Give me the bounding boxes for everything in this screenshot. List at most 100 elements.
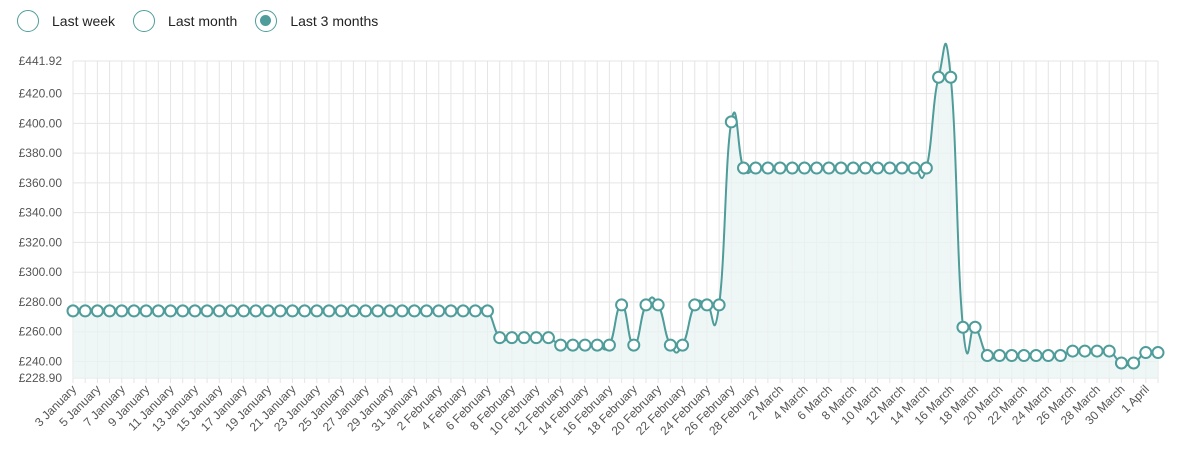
data-point xyxy=(529,331,543,345)
data-point xyxy=(968,320,982,334)
y-tick-label: £300.00 xyxy=(19,265,63,279)
y-tick-label: £360.00 xyxy=(19,176,63,190)
data-point xyxy=(871,161,885,175)
data-point xyxy=(224,304,238,318)
data-point xyxy=(334,304,348,318)
range-label-last-month: Last month xyxy=(168,13,238,29)
data-point xyxy=(249,304,263,318)
data-point xyxy=(468,304,482,318)
data-point xyxy=(566,338,580,352)
data-point xyxy=(554,338,568,352)
data-point xyxy=(1139,346,1153,360)
data-point xyxy=(944,70,958,84)
data-point xyxy=(176,304,190,318)
data-point xyxy=(407,304,421,318)
data-point xyxy=(151,304,165,318)
data-point xyxy=(785,161,799,175)
data-point xyxy=(1127,356,1141,370)
data-point xyxy=(737,161,751,175)
range-option-last-week[interactable]: Last week xyxy=(17,10,115,32)
data-point xyxy=(846,161,860,175)
range-label-last-3-months: Last 3 months xyxy=(290,13,379,29)
data-point xyxy=(883,161,897,175)
data-point xyxy=(164,304,178,318)
data-point xyxy=(700,298,714,312)
data-point xyxy=(676,338,690,352)
data-point xyxy=(919,161,933,175)
range-option-last-3-months[interactable]: Last 3 months xyxy=(255,10,378,32)
data-point xyxy=(103,304,117,318)
y-tick-label: £441.92 xyxy=(19,54,63,68)
y-tick-label: £280.00 xyxy=(19,295,63,309)
data-point xyxy=(188,304,202,318)
data-point xyxy=(127,304,141,318)
radio-last-week[interactable] xyxy=(17,10,39,32)
data-point xyxy=(724,115,738,129)
data-point xyxy=(590,338,604,352)
data-point xyxy=(444,304,458,318)
data-point xyxy=(956,320,970,334)
data-point xyxy=(895,161,909,175)
data-point xyxy=(773,161,787,175)
data-point xyxy=(200,304,214,318)
data-point xyxy=(810,161,824,175)
data-point xyxy=(749,161,763,175)
y-tick-label: £380.00 xyxy=(19,146,63,160)
data-point xyxy=(541,331,555,345)
data-point xyxy=(212,304,226,318)
data-point xyxy=(1041,349,1055,363)
data-point xyxy=(907,161,921,175)
data-point xyxy=(322,304,336,318)
data-point xyxy=(688,298,702,312)
data-point xyxy=(273,304,287,318)
data-point xyxy=(1017,349,1031,363)
data-point xyxy=(456,304,470,318)
data-point xyxy=(1102,344,1116,358)
data-point xyxy=(993,349,1007,363)
y-tick-label: £260.00 xyxy=(19,325,63,339)
area-fill xyxy=(73,43,1158,378)
data-point xyxy=(1090,344,1104,358)
data-point xyxy=(359,304,373,318)
radio-last-month[interactable] xyxy=(133,10,156,32)
data-point xyxy=(1078,344,1092,358)
date-range-selector: Last week Last month Last 3 months xyxy=(17,10,396,32)
range-option-last-month[interactable]: Last month xyxy=(133,10,237,32)
data-point xyxy=(493,331,507,345)
y-tick-label: £400.00 xyxy=(19,116,63,130)
data-point xyxy=(261,304,275,318)
y-tick-label: £340.00 xyxy=(19,206,63,220)
data-point xyxy=(858,161,872,175)
data-point xyxy=(310,304,324,318)
data-point xyxy=(395,304,409,318)
data-point xyxy=(651,298,665,312)
data-point xyxy=(1005,349,1019,363)
data-point xyxy=(834,161,848,175)
data-point xyxy=(298,304,312,318)
data-point xyxy=(1053,349,1067,363)
data-point xyxy=(371,304,385,318)
data-point xyxy=(627,338,641,352)
data-point xyxy=(237,304,251,318)
data-point xyxy=(480,304,494,318)
data-point xyxy=(578,338,592,352)
x-tick-label: 1 April xyxy=(1118,382,1151,415)
data-point xyxy=(139,304,153,318)
data-point xyxy=(420,304,434,318)
range-label-last-week: Last week xyxy=(52,13,116,29)
data-point xyxy=(932,70,946,84)
data-point xyxy=(980,349,994,363)
data-point xyxy=(346,304,360,318)
data-point xyxy=(639,298,653,312)
radio-last-3-months[interactable] xyxy=(255,10,278,32)
data-point xyxy=(115,304,129,318)
data-point xyxy=(78,304,92,318)
y-tick-label: £240.00 xyxy=(19,354,63,368)
data-point xyxy=(285,304,299,318)
y-tick-label: £320.00 xyxy=(19,235,63,249)
data-point xyxy=(712,298,726,312)
data-point xyxy=(1151,346,1165,360)
data-point xyxy=(1029,349,1043,363)
data-point xyxy=(383,304,397,318)
